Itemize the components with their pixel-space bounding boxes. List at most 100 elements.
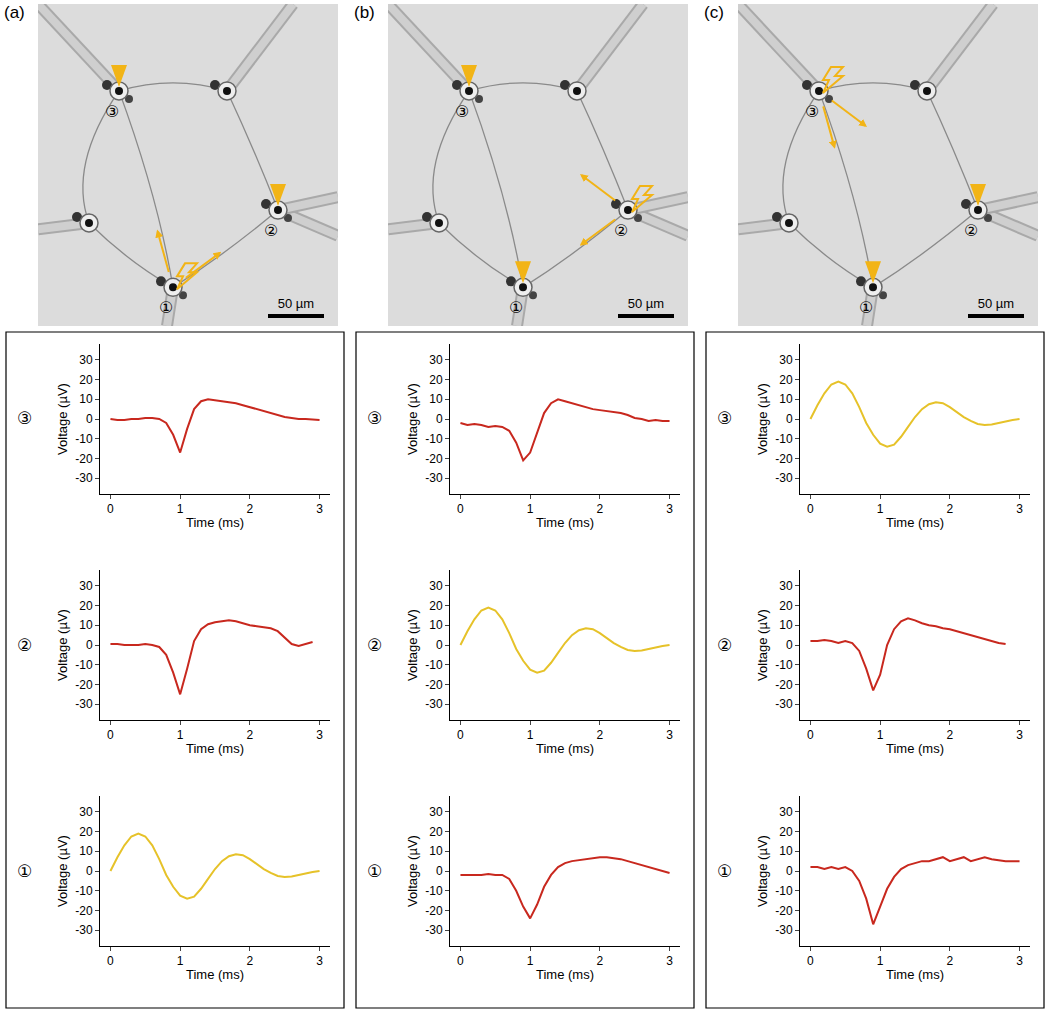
svg-text:-10: -10 <box>75 884 93 898</box>
svg-text:20: 20 <box>429 599 443 613</box>
svg-text:Voltage (µV): Voltage (µV) <box>405 835 420 907</box>
svg-text:0: 0 <box>786 412 793 426</box>
svg-text:Time (ms): Time (ms) <box>186 967 244 982</box>
svg-text:-10: -10 <box>775 658 793 672</box>
svg-text:1: 1 <box>177 502 184 516</box>
svg-text:2: 2 <box>597 954 604 968</box>
svg-text:0: 0 <box>457 728 464 742</box>
svg-text:Voltage (µV): Voltage (µV) <box>755 835 770 907</box>
svg-text:-30: -30 <box>775 697 793 711</box>
svg-text:0: 0 <box>107 954 114 968</box>
svg-text:2: 2 <box>947 954 954 968</box>
svg-text:②: ② <box>264 222 278 239</box>
svg-text:2: 2 <box>947 502 954 516</box>
svg-text:Time (ms): Time (ms) <box>186 515 244 530</box>
svg-text:Time (ms): Time (ms) <box>186 741 244 756</box>
svg-text:10: 10 <box>429 844 443 858</box>
svg-text:10: 10 <box>779 844 793 858</box>
svg-text:Voltage (µV): Voltage (µV) <box>55 383 70 455</box>
svg-text:30: 30 <box>429 353 443 367</box>
svg-text:1: 1 <box>877 954 884 968</box>
svg-text:50 µm: 50 µm <box>278 296 314 311</box>
svg-text:10: 10 <box>429 618 443 632</box>
svg-text:0: 0 <box>786 864 793 878</box>
svg-text:10: 10 <box>779 392 793 406</box>
svg-text:0: 0 <box>86 638 93 652</box>
svg-text:-10: -10 <box>425 884 443 898</box>
svg-text:②: ② <box>17 636 32 655</box>
svg-text:-20: -20 <box>425 452 443 466</box>
svg-text:1: 1 <box>177 954 184 968</box>
svg-text:0: 0 <box>436 412 443 426</box>
svg-text:③: ③ <box>805 103 819 120</box>
svg-text:-10: -10 <box>425 658 443 672</box>
svg-text:0: 0 <box>786 638 793 652</box>
svg-text:3: 3 <box>1016 954 1023 968</box>
svg-text:(a): (a) <box>4 3 25 22</box>
svg-text:-10: -10 <box>75 432 93 446</box>
svg-text:-10: -10 <box>75 658 93 672</box>
svg-text:0: 0 <box>107 728 114 742</box>
svg-text:-20: -20 <box>75 678 93 692</box>
svg-text:0: 0 <box>807 728 814 742</box>
svg-text:10: 10 <box>79 618 93 632</box>
svg-text:1: 1 <box>177 728 184 742</box>
svg-text:①: ① <box>509 299 523 316</box>
svg-text:-10: -10 <box>775 432 793 446</box>
svg-text:-30: -30 <box>75 697 93 711</box>
svg-text:Voltage (µV): Voltage (µV) <box>755 609 770 681</box>
svg-text:3: 3 <box>1016 728 1023 742</box>
svg-text:1: 1 <box>877 502 884 516</box>
svg-text:Voltage (µV): Voltage (µV) <box>55 835 70 907</box>
svg-text:50 µm: 50 µm <box>628 296 664 311</box>
svg-text:1: 1 <box>877 728 884 742</box>
svg-text:Time (ms): Time (ms) <box>886 515 944 530</box>
svg-text:0: 0 <box>807 954 814 968</box>
svg-text:-30: -30 <box>425 697 443 711</box>
svg-text:20: 20 <box>79 373 93 387</box>
svg-text:-20: -20 <box>75 452 93 466</box>
svg-text:②: ② <box>367 636 382 655</box>
svg-text:②: ② <box>717 636 732 655</box>
svg-text:-30: -30 <box>425 471 443 485</box>
svg-text:Voltage (µV): Voltage (µV) <box>405 383 420 455</box>
svg-text:0: 0 <box>807 502 814 516</box>
svg-text:10: 10 <box>779 618 793 632</box>
svg-text:20: 20 <box>79 599 93 613</box>
svg-text:Time (ms): Time (ms) <box>886 741 944 756</box>
svg-text:20: 20 <box>429 373 443 387</box>
svg-text:1: 1 <box>527 728 534 742</box>
svg-text:20: 20 <box>779 825 793 839</box>
svg-text:3: 3 <box>316 728 323 742</box>
svg-text:①: ① <box>17 862 32 881</box>
svg-text:-20: -20 <box>775 678 793 692</box>
svg-text:0: 0 <box>107 502 114 516</box>
svg-text:-30: -30 <box>75 471 93 485</box>
svg-text:50 µm: 50 µm <box>978 296 1014 311</box>
svg-text:20: 20 <box>429 825 443 839</box>
svg-text:-10: -10 <box>425 432 443 446</box>
svg-text:-10: -10 <box>775 884 793 898</box>
svg-text:-20: -20 <box>425 678 443 692</box>
svg-text:①: ① <box>717 862 732 881</box>
svg-text:③: ③ <box>17 409 32 428</box>
svg-text:0: 0 <box>457 502 464 516</box>
svg-text:-20: -20 <box>75 904 93 918</box>
svg-text:10: 10 <box>79 392 93 406</box>
svg-text:③: ③ <box>367 409 382 428</box>
svg-text:30: 30 <box>779 805 793 819</box>
svg-text:1: 1 <box>527 502 534 516</box>
svg-text:3: 3 <box>666 954 673 968</box>
svg-text:3: 3 <box>316 502 323 516</box>
svg-text:①: ① <box>859 299 873 316</box>
svg-text:20: 20 <box>79 825 93 839</box>
svg-text:3: 3 <box>316 954 323 968</box>
svg-text:2: 2 <box>247 954 254 968</box>
svg-text:①: ① <box>367 862 382 881</box>
svg-text:30: 30 <box>779 579 793 593</box>
svg-text:①: ① <box>159 299 173 316</box>
svg-text:3: 3 <box>666 502 673 516</box>
svg-text:10: 10 <box>429 392 443 406</box>
svg-text:③: ③ <box>105 103 119 120</box>
svg-text:Time (ms): Time (ms) <box>536 741 594 756</box>
